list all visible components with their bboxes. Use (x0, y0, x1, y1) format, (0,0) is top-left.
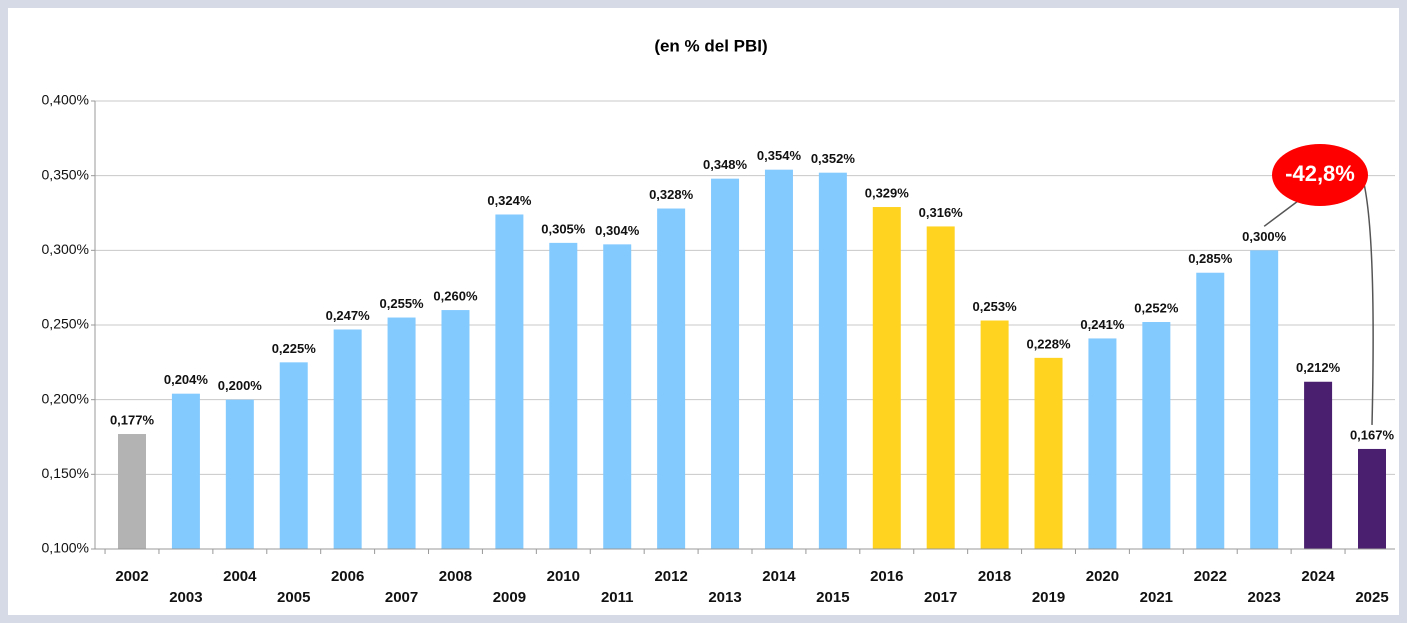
x-tick-label: 2024 (1301, 568, 1335, 585)
value-label: 0,200% (218, 378, 263, 393)
x-tick-label: 2007 (385, 589, 418, 606)
x-tick-label: 2025 (1355, 589, 1388, 606)
value-label: 0,329% (865, 185, 910, 200)
y-tick-label: 0,300% (42, 241, 89, 257)
bar (1250, 250, 1279, 550)
x-tick-label: 2020 (1086, 568, 1119, 585)
value-label: 0,260% (433, 289, 478, 304)
x-tick-label: 2002 (115, 568, 148, 585)
x-tick-label: 2016 (870, 568, 903, 585)
chart-title: (en % del PBI) (654, 36, 767, 55)
y-tick-label: 0,200% (42, 390, 89, 406)
bar (279, 362, 308, 549)
x-tick-label: 2003 (169, 589, 202, 606)
bar (333, 329, 362, 549)
bar (1358, 448, 1386, 549)
bar (657, 208, 686, 549)
value-label: 0,316% (919, 205, 964, 220)
panel (8, 8, 1399, 615)
value-label: 0,225% (272, 341, 317, 356)
annotation-text: -42,8% (1285, 161, 1355, 186)
y-tick-label: 0,350% (42, 166, 89, 182)
x-tick-label: 2011 (601, 589, 634, 606)
bar (872, 207, 901, 549)
bar (495, 214, 524, 549)
x-tick-label: 2019 (1032, 589, 1065, 606)
y-tick-label: 0,250% (42, 316, 89, 332)
value-label: 0,241% (1080, 317, 1125, 332)
bar (926, 226, 955, 549)
value-label: 0,352% (811, 151, 856, 166)
x-tick-label: 2022 (1194, 568, 1227, 585)
annotation-connector (1263, 200, 1299, 227)
bar (171, 393, 200, 549)
x-tick-label: 2005 (277, 589, 310, 606)
x-tick-label: 2014 (762, 568, 796, 585)
x-tick-label: 2021 (1140, 589, 1173, 606)
value-label: 0,348% (703, 157, 748, 172)
bar (1196, 272, 1225, 549)
value-label: 0,300% (1242, 229, 1287, 244)
value-label: 0,247% (326, 308, 371, 323)
y-tick-label: 0,100% (42, 540, 89, 556)
bar (1304, 381, 1333, 549)
value-label: 0,285% (1188, 251, 1233, 266)
bar (603, 244, 632, 550)
x-tick-label: 2017 (924, 589, 957, 606)
value-label: 0,304% (595, 223, 640, 238)
value-label: 0,324% (487, 193, 532, 208)
x-tick-label: 2008 (439, 568, 472, 585)
bar (818, 172, 847, 549)
x-tick-label: 2009 (493, 589, 526, 606)
value-label: 0,228% (1026, 336, 1071, 351)
x-tick-label: 2012 (654, 568, 687, 585)
value-label: 0,204% (164, 372, 209, 387)
y-tick-label: 0,150% (42, 465, 89, 481)
value-label: 0,253% (973, 299, 1018, 314)
value-label: 0,252% (1134, 300, 1179, 315)
bar (387, 317, 416, 549)
x-tick-label: 2006 (331, 568, 364, 585)
bar (118, 434, 146, 549)
annotation-bubble (1272, 144, 1368, 206)
bar (1088, 338, 1117, 549)
bar (1142, 322, 1171, 549)
x-tick-label: 2015 (816, 589, 849, 606)
bar (441, 310, 470, 549)
bar (225, 399, 254, 549)
y-tick-label: 0,400% (42, 92, 89, 108)
bar (711, 178, 740, 550)
x-tick-label: 2018 (978, 568, 1011, 585)
bar (1034, 357, 1063, 549)
value-label: 0,305% (541, 221, 586, 236)
x-tick-label: 2013 (708, 589, 741, 606)
value-label: 0,212% (1296, 360, 1341, 375)
x-tick-label: 2004 (223, 568, 257, 585)
value-label: 0,167% (1350, 427, 1395, 442)
bar (980, 320, 1009, 549)
value-label: 0,328% (649, 187, 694, 202)
value-label: 0,177% (110, 412, 155, 427)
x-tick-label: 2010 (547, 568, 580, 585)
bar (764, 169, 793, 549)
value-label: 0,354% (757, 148, 802, 163)
bar (549, 242, 578, 549)
value-label: 0,255% (380, 296, 425, 311)
x-tick-label: 2023 (1247, 589, 1280, 606)
